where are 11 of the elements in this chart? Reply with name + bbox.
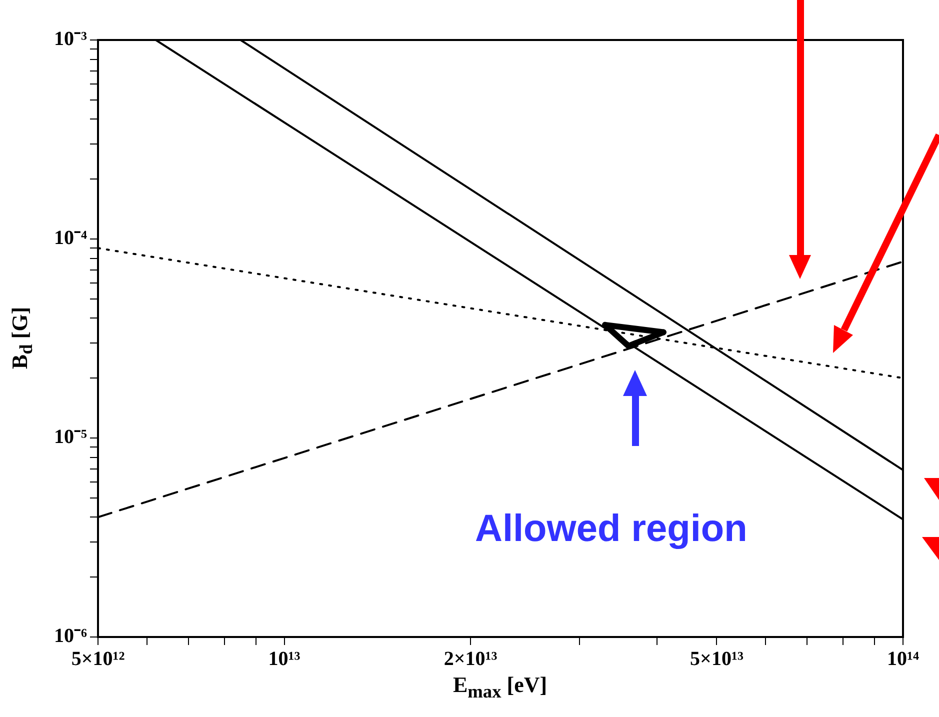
x-tick-label: 5×10¹³	[690, 648, 744, 670]
y-tick-label: 10⁻³	[54, 28, 87, 50]
x-tick-label: 10¹⁴	[887, 648, 919, 670]
x-tick-label: 5×10¹²	[71, 648, 125, 670]
annotation: Allowed region	[475, 508, 748, 551]
y-tick-label: 10⁻⁶	[54, 625, 87, 648]
x-tick-label: 2×10¹³	[444, 648, 498, 670]
x-tick-label: 10¹³	[268, 648, 300, 670]
y-tick-label: 10⁻⁵	[54, 426, 87, 448]
x-axis-title: E$_{max}$ [eV]	[452, 672, 548, 702]
y-tick-label: 10⁻⁴	[54, 227, 87, 250]
